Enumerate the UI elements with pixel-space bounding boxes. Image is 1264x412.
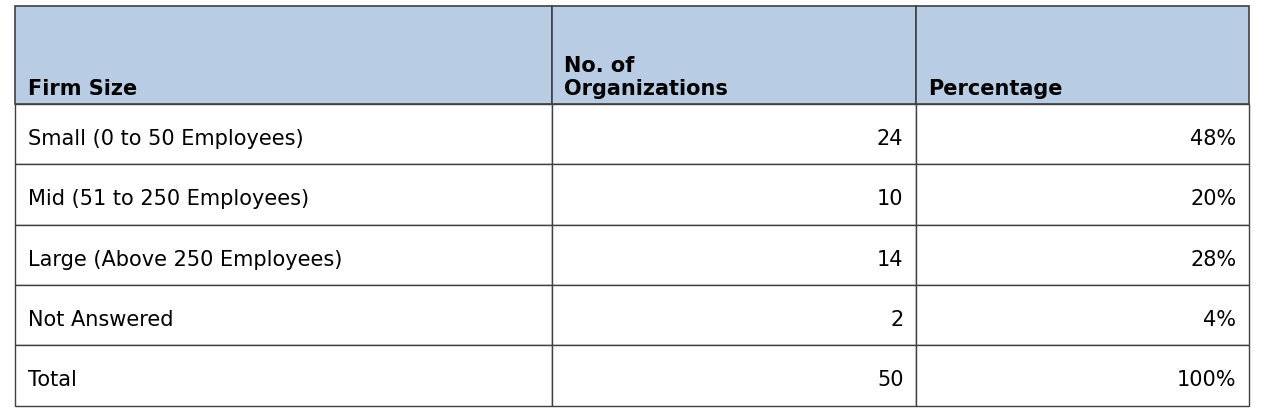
Bar [552,285,915,345]
Text: 4%: 4% [1203,310,1236,330]
Text: Not Answered: Not Answered [28,310,173,330]
Bar [15,164,552,225]
Text: Mid (51 to 250 Employees): Mid (51 to 250 Employees) [28,189,308,209]
Bar [915,345,1249,406]
Text: 14: 14 [877,250,904,269]
Text: 50: 50 [877,370,904,391]
Bar [552,345,915,406]
Bar [552,164,915,225]
Bar [15,225,552,285]
Bar [15,104,552,164]
Bar [915,104,1249,164]
Text: 48%: 48% [1191,129,1236,149]
Bar [15,6,552,104]
Bar [552,104,915,164]
Text: Small (0 to 50 Employees): Small (0 to 50 Employees) [28,129,303,149]
Bar [552,225,915,285]
Text: Percentage: Percentage [928,79,1063,99]
Text: 28%: 28% [1191,250,1236,269]
Bar [15,285,552,345]
Text: Total: Total [28,370,76,391]
Text: 100%: 100% [1177,370,1236,391]
Text: 20%: 20% [1191,189,1236,209]
Bar [915,285,1249,345]
Text: 2: 2 [890,310,904,330]
Bar [915,164,1249,225]
Text: Firm Size: Firm Size [28,79,137,99]
Bar [15,345,552,406]
Bar [915,6,1249,104]
Text: Large (Above 250 Employees): Large (Above 250 Employees) [28,250,341,269]
Bar [915,225,1249,285]
Text: 10: 10 [877,189,904,209]
Bar [552,6,915,104]
Text: 24: 24 [877,129,904,149]
Text: No. of
Organizations: No. of Organizations [564,56,728,99]
